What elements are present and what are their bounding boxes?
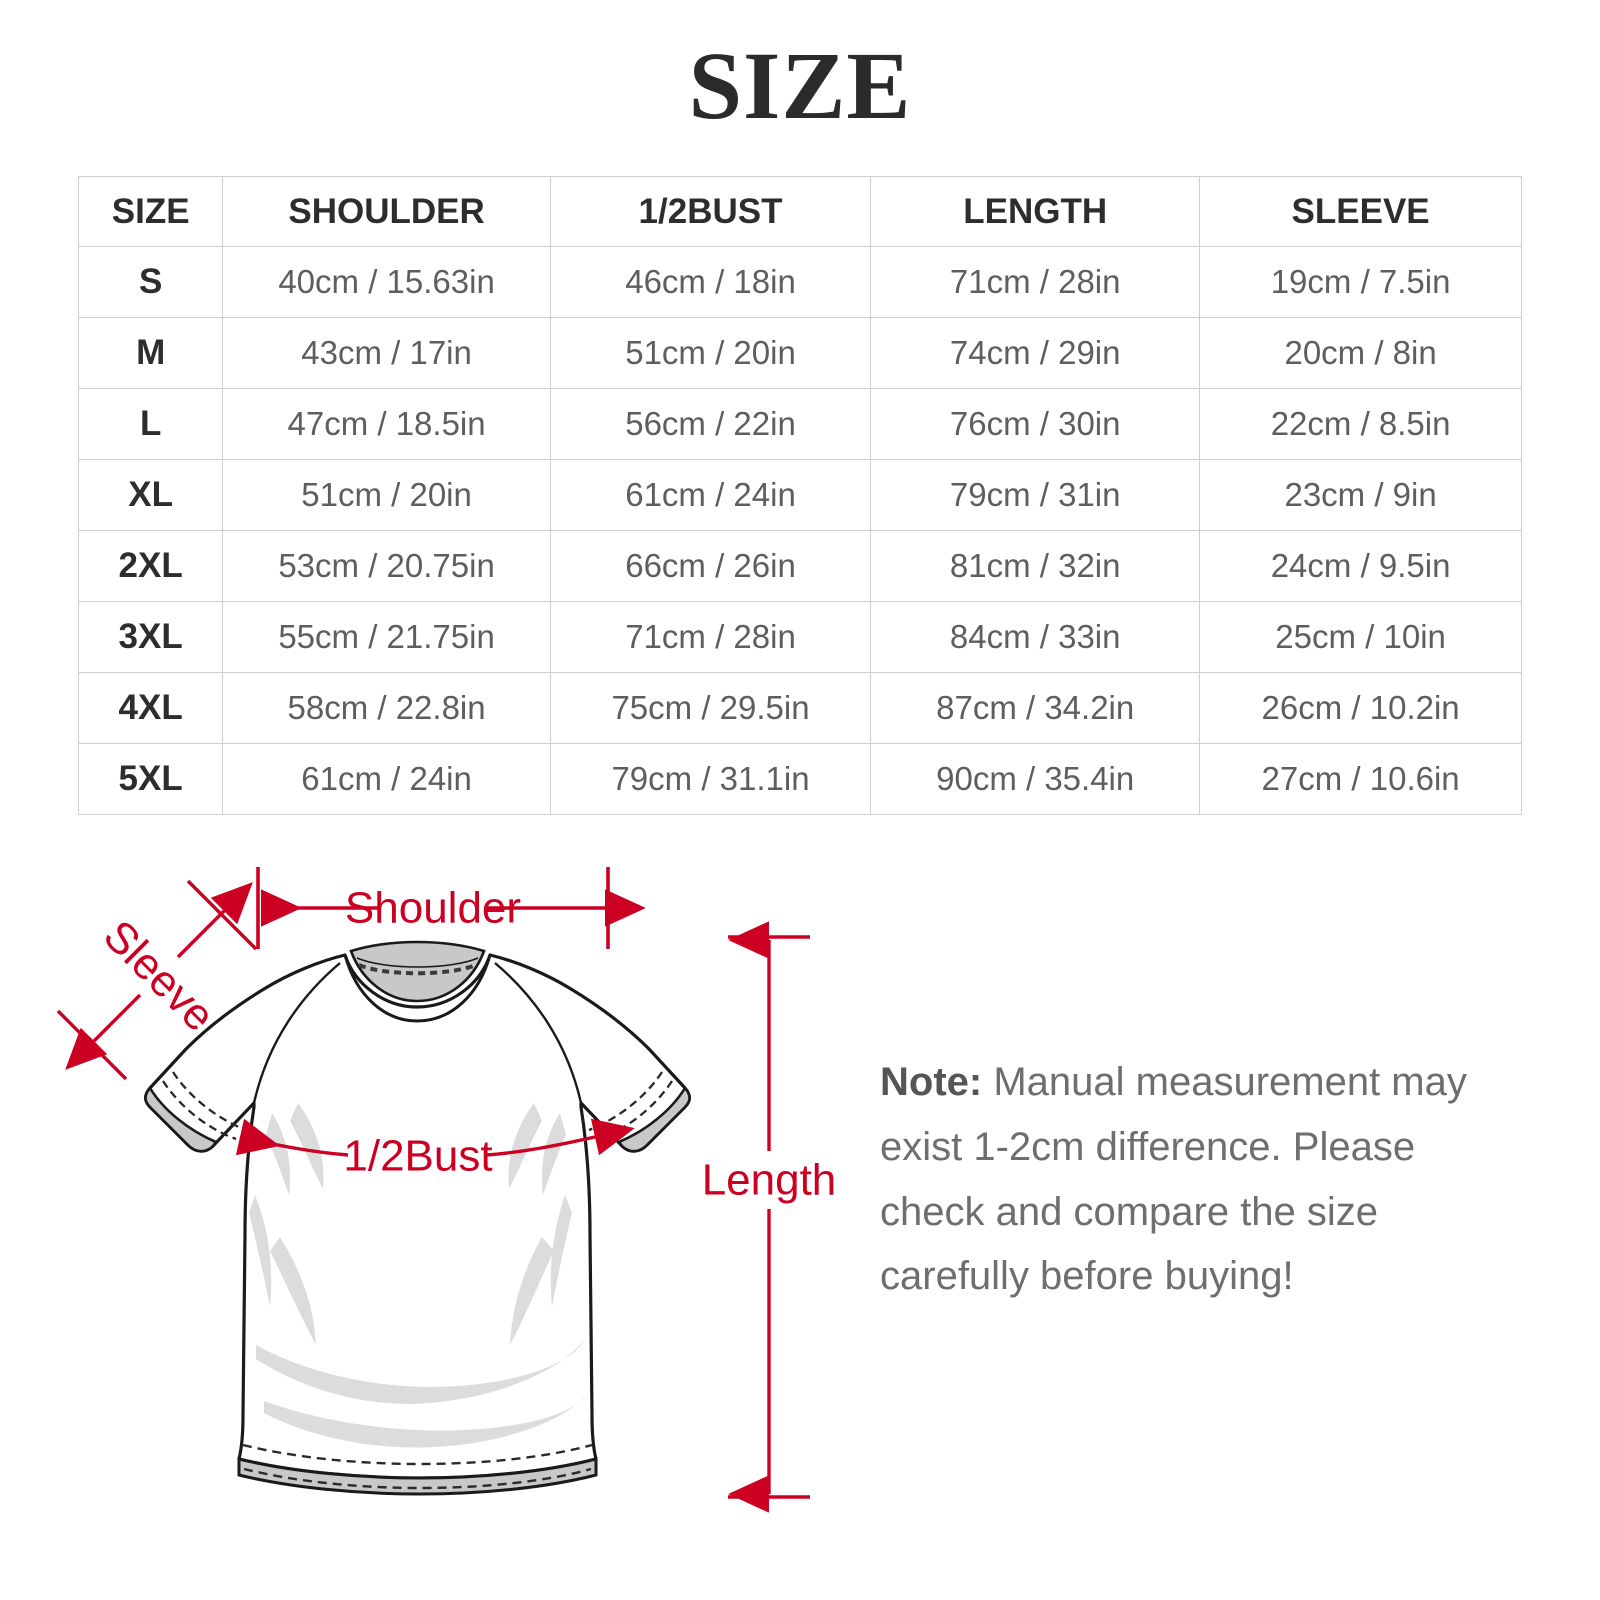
measurement-diagram-section: Shoulder Sleeve 1/2Bust Length Note: Man… xyxy=(0,845,1600,1600)
cell-length: 87cm / 34.2in xyxy=(870,672,1201,744)
cell-sleeve: 19cm / 7.5in xyxy=(1199,246,1522,318)
table-row: M 43cm / 17in 51cm / 20in 74cm / 29in 20… xyxy=(77,317,1522,389)
left-shoulder-seam xyxy=(252,962,341,1104)
cell-size: 3XL xyxy=(77,601,224,673)
cell-shoulder: 40cm / 15.63in xyxy=(222,246,551,318)
cell-length: 90cm / 35.4in xyxy=(870,743,1201,815)
cell-shoulder: 43cm / 17in xyxy=(222,317,551,389)
length-dimension: Length xyxy=(702,921,837,1513)
cell-size: 2XL xyxy=(77,530,224,602)
shoulder-dimension: Shoulder xyxy=(256,867,646,949)
cell-size: XL xyxy=(77,459,224,531)
cell-sleeve: 25cm / 10in xyxy=(1199,601,1522,673)
note-label: Note: xyxy=(880,1060,983,1104)
collar-rib xyxy=(343,954,492,1023)
cell-bust: 75cm / 29.5in xyxy=(549,672,872,744)
table-header-row: SIZE SHOULDER 1/2BUST LENGTH SLEEVE xyxy=(77,176,1522,247)
collar-tape-edge xyxy=(356,957,479,968)
table-row: 3XL 55cm / 21.75in 71cm / 28in 84cm / 33… xyxy=(77,601,1522,673)
cell-bust: 71cm / 28in xyxy=(549,601,872,673)
table-row: 5XL 61cm / 24in 79cm / 31.1in 90cm / 35.… xyxy=(77,743,1522,815)
cell-size: 4XL xyxy=(77,672,224,744)
cell-shoulder: 53cm / 20.75in xyxy=(222,530,551,602)
bottom-hem-stitch-lower xyxy=(243,1467,592,1490)
cell-shoulder: 61cm / 24in xyxy=(222,743,551,815)
table-row: 2XL 53cm / 20.75in 66cm / 26in 81cm / 32… xyxy=(77,530,1522,602)
cell-length: 84cm / 33in xyxy=(870,601,1201,673)
right-shoulder-seam xyxy=(494,962,583,1104)
cell-bust: 66cm / 26in xyxy=(549,530,872,602)
cell-shoulder: 47cm / 18.5in xyxy=(222,388,551,460)
measurement-note: Note: Manual measurement may exist 1-2cm… xyxy=(880,1050,1505,1309)
cell-sleeve: 26cm / 10.2in xyxy=(1199,672,1522,744)
cell-sleeve: 22cm / 8.5in xyxy=(1199,388,1522,460)
cell-length: 74cm / 29in xyxy=(870,317,1201,389)
cell-sleeve: 20cm / 8in xyxy=(1199,317,1522,389)
cell-length: 76cm / 30in xyxy=(870,388,1201,460)
cell-sleeve: 23cm / 9in xyxy=(1199,459,1522,531)
left-sleeve-cuff-stitch xyxy=(162,1080,237,1141)
size-chart-table-container: SIZE SHOULDER 1/2BUST LENGTH SLEEVE S 40… xyxy=(77,176,1522,815)
cell-bust: 46cm / 18in xyxy=(549,246,872,318)
cell-bust: 51cm / 20in xyxy=(549,317,872,389)
shoulder-label: Shoulder xyxy=(345,884,521,933)
bust-arrow-left xyxy=(235,1118,349,1157)
left-sleeve-cuff-shade xyxy=(144,1085,219,1153)
page-title: SIZE xyxy=(688,32,912,139)
cell-shoulder: 51cm / 20in xyxy=(222,459,551,531)
sleeve-arrow-upper xyxy=(176,882,253,959)
cell-shoulder: 55cm / 21.75in xyxy=(222,601,551,673)
bust-label: 1/2Bust xyxy=(343,1132,492,1181)
bottom-hem-underside xyxy=(237,1457,598,1496)
column-header-sleeve: SLEEVE xyxy=(1199,176,1522,247)
cell-length: 71cm / 28in xyxy=(870,246,1201,318)
cell-shoulder: 58cm / 22.8in xyxy=(222,672,551,744)
bottom-hem-stitch-upper xyxy=(242,1443,593,1466)
table-row: 4XL 58cm / 22.8in 75cm / 29.5in 87cm / 3… xyxy=(77,672,1522,744)
length-label: Length xyxy=(702,1156,837,1205)
note-text: Manual measurement may exist 1-2cm diffe… xyxy=(880,1060,1467,1299)
table-row: S 40cm / 15.63in 46cm / 18in 71cm / 28in… xyxy=(77,246,1522,318)
table-row: XL 51cm / 20in 61cm / 24in 79cm / 31in 2… xyxy=(77,459,1522,531)
column-header-length: LENGTH xyxy=(870,176,1201,247)
cell-bust: 61cm / 24in xyxy=(549,459,872,531)
collar-inner-shade xyxy=(349,940,486,1003)
column-header-bust: 1/2BUST xyxy=(549,176,872,247)
cell-size: S xyxy=(77,246,224,318)
fabric-folds xyxy=(249,1103,588,1448)
cell-sleeve: 24cm / 9.5in xyxy=(1199,530,1522,602)
column-header-shoulder: SHOULDER xyxy=(222,176,551,247)
column-header-size: SIZE xyxy=(77,176,224,247)
size-chart-table: SIZE SHOULDER 1/2BUST LENGTH SLEEVE S 40… xyxy=(77,176,1522,815)
cell-bust: 56cm / 22in xyxy=(549,388,872,460)
sleeve-arrow-lower xyxy=(65,993,142,1070)
cell-size: M xyxy=(77,317,224,389)
tshirt-measurement-diagram: Shoulder Sleeve 1/2Bust Length xyxy=(56,867,837,1513)
table-row: L 47cm / 18.5in 56cm / 22in 76cm / 30in … xyxy=(77,388,1522,460)
cell-bust: 79cm / 31.1in xyxy=(549,743,872,815)
bust-dimension: 1/2Bust xyxy=(235,1118,635,1181)
cell-size: L xyxy=(77,388,224,460)
tshirt-illustration xyxy=(143,940,692,1496)
bust-arrow-right xyxy=(486,1118,635,1157)
cell-length: 79cm / 31in xyxy=(870,459,1201,531)
cell-size: 5XL xyxy=(77,743,224,815)
cell-sleeve: 27cm / 10.6in xyxy=(1199,743,1522,815)
cell-length: 81cm / 32in xyxy=(870,530,1201,602)
